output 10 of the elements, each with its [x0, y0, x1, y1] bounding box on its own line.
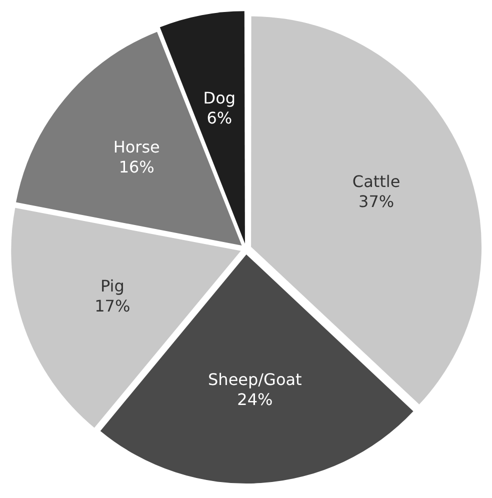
slice-label: Sheep/Goat [208, 370, 302, 389]
data-label: 17% [94, 296, 130, 316]
slice-label: Cattle [352, 172, 400, 191]
slice-label: Dog [203, 88, 236, 108]
data-label: 24% [237, 390, 273, 409]
data-label: 16% [118, 158, 154, 177]
data-label: 6% [206, 108, 232, 128]
data-label: 37% [358, 192, 394, 211]
slice-label: Pig [100, 276, 124, 296]
slice-label: Horse [113, 138, 160, 157]
